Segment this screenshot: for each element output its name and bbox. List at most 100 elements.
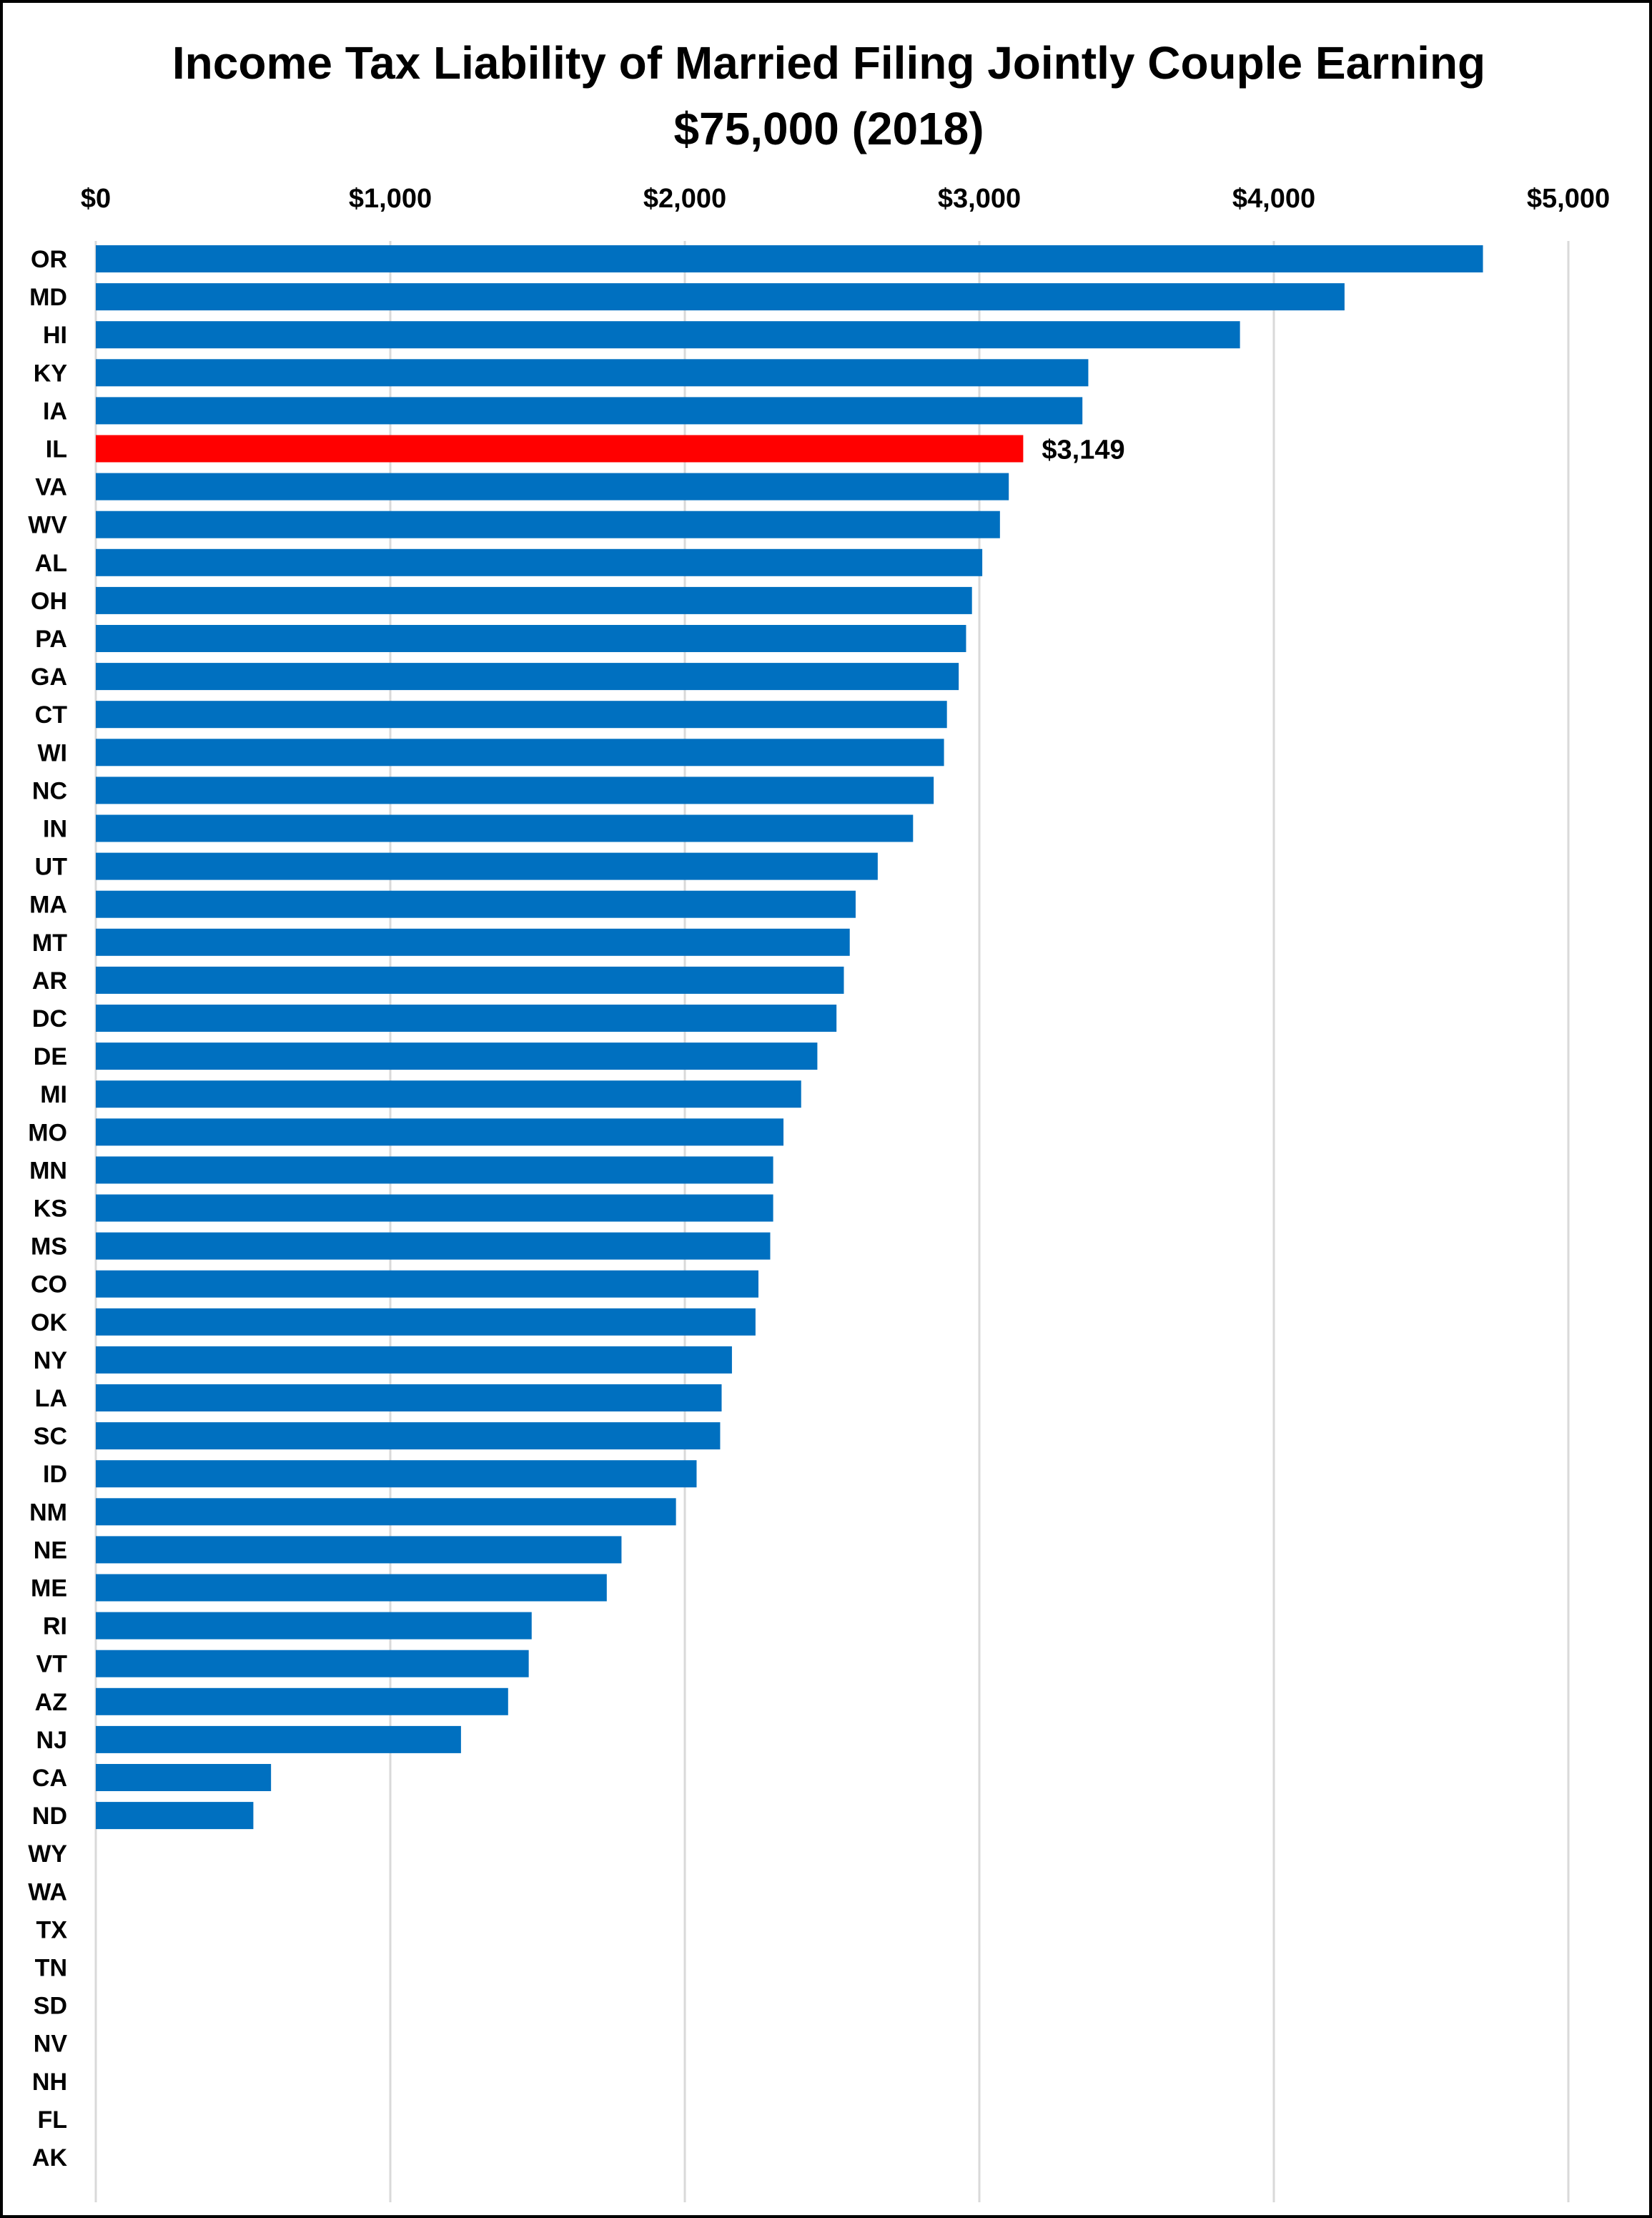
category-label: MD [29, 284, 67, 311]
x-tick-label: $1,000 [349, 184, 432, 214]
category-label: ND [32, 1803, 67, 1830]
bar-ne [96, 1536, 622, 1564]
bar-pa [96, 625, 966, 652]
category-label: LA [35, 1385, 67, 1412]
category-label: UT [35, 854, 68, 881]
category-label: NJ [36, 1727, 67, 1754]
category-label: OR [31, 246, 67, 273]
chart-title-line-1: Income Tax Liability of Married Filing J… [172, 37, 1486, 89]
category-label: NY [34, 1347, 68, 1374]
category-label: KY [34, 360, 68, 387]
category-label: IL [46, 436, 67, 463]
bar-oh [96, 586, 972, 614]
bar-ia [96, 397, 1083, 425]
x-axis-ticks: $0 $1,000 $2,000 $3,000 $4,000 $5,000 [81, 184, 1610, 214]
bar-vt [96, 1650, 529, 1677]
category-label: HI [43, 322, 67, 349]
category-label: RI [43, 1613, 67, 1640]
x-tick-label: $4,000 [1232, 184, 1315, 214]
bar-ny [96, 1346, 732, 1374]
category-label: AL [35, 550, 67, 577]
bar-wv [96, 511, 1000, 538]
category-label: MN [29, 1157, 67, 1184]
category-labels: OR MD HI KY IA IL VA WV AL OH PA GA CT WI NC IN UT MA MT AR… [28, 246, 67, 2172]
bar-me [96, 1574, 607, 1602]
x-tick-label: $5,000 [1527, 184, 1610, 214]
category-label: VA [35, 474, 67, 501]
bar-ca [96, 1764, 272, 1791]
category-label: TX [36, 1916, 68, 1943]
bar-nm [96, 1498, 676, 1526]
bar-mn [96, 1156, 773, 1184]
bars [96, 245, 1483, 1830]
category-label: DC [32, 1005, 67, 1032]
bar-va [96, 473, 1009, 501]
category-label: MI [40, 1081, 67, 1108]
category-label: TN [35, 1955, 67, 1982]
bar-mo [96, 1118, 784, 1146]
category-label: NH [32, 2069, 67, 2096]
category-label: CA [32, 1765, 67, 1792]
category-label: NC [32, 777, 67, 804]
bar-nj [96, 1725, 461, 1753]
bar-ut [96, 852, 878, 880]
bar-ky [96, 359, 1089, 387]
bar-ct [96, 701, 947, 729]
bar-la [96, 1384, 722, 1411]
bar-il [96, 435, 1024, 463]
category-label: NE [34, 1537, 67, 1564]
bar-nd [96, 1802, 254, 1830]
category-label: DE [34, 1043, 67, 1070]
category-label: IN [43, 816, 67, 843]
category-label: AR [32, 967, 67, 995]
bar-hi [96, 321, 1240, 349]
category-label: AK [32, 2144, 68, 2172]
bar-in [96, 814, 914, 842]
data-label-il: $3,149 [1042, 435, 1124, 465]
bar-wi [96, 739, 944, 767]
x-tick-label: $3,000 [938, 184, 1021, 214]
chart-title: Income Tax Liability of Married Filing J… [3, 30, 1652, 162]
category-label: MO [28, 1119, 67, 1146]
category-label: AZ [35, 1689, 67, 1716]
bar-ks [96, 1194, 773, 1222]
category-label: IA [43, 398, 67, 425]
bar-al [96, 548, 983, 576]
category-label: SD [34, 1993, 67, 2020]
bar-mt [96, 928, 850, 956]
bar-ri [96, 1612, 532, 1640]
x-tick-label: $2,000 [643, 184, 726, 214]
category-label: PA [35, 626, 67, 653]
data-labels: $3,149 [1042, 435, 1124, 465]
category-label: CO [31, 1271, 67, 1298]
category-label: NV [34, 2031, 68, 2058]
bar-id [96, 1460, 697, 1488]
bar-ok [96, 1308, 756, 1336]
category-label: WV [28, 512, 67, 539]
category-label: MT [32, 930, 67, 957]
bar-ms [96, 1232, 771, 1260]
category-label: ME [31, 1575, 67, 1602]
category-label: FL [37, 2106, 67, 2134]
bar-or [96, 245, 1483, 272]
bar-mi [96, 1080, 801, 1108]
bar-dc [96, 1005, 837, 1032]
category-label: VT [36, 1651, 68, 1678]
category-label: NM [29, 1499, 67, 1526]
category-label: SC [34, 1423, 67, 1450]
category-label: OH [31, 588, 67, 615]
category-label: MA [29, 892, 67, 919]
category-label: CT [35, 701, 68, 729]
bar-co [96, 1270, 758, 1298]
bar-az [96, 1687, 508, 1715]
bar-de [96, 1043, 818, 1070]
bar-sc [96, 1422, 721, 1450]
category-label: OK [31, 1309, 67, 1336]
category-label: MS [31, 1233, 67, 1261]
bar-ga [96, 663, 959, 691]
chart-title-line-2: $75,000 (2018) [673, 103, 984, 154]
bar-ar [96, 966, 844, 994]
bar-nc [96, 777, 934, 804]
category-label: WA [28, 1878, 67, 1906]
category-label: KS [34, 1196, 67, 1223]
